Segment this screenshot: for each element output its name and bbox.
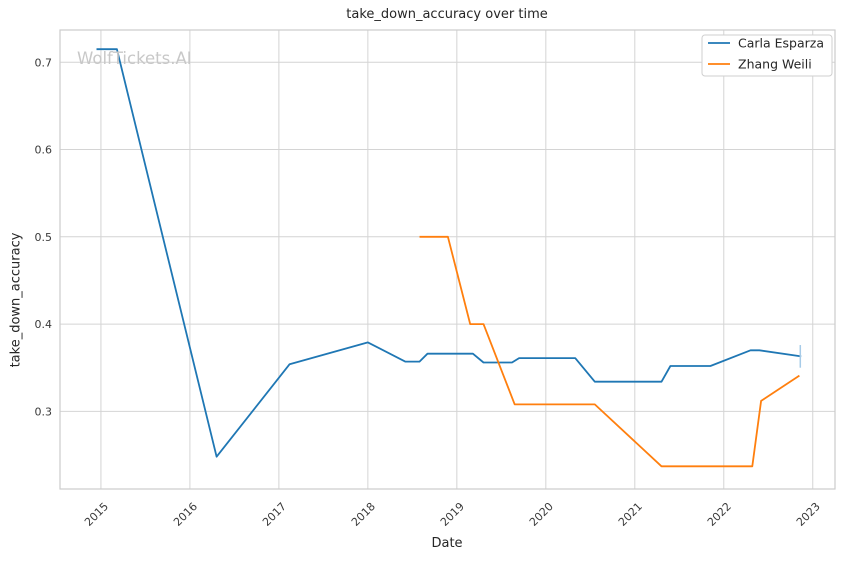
legend-box bbox=[701, 34, 833, 77]
watermark: WolfTickets.AI bbox=[77, 49, 192, 68]
x-tick-label: 2023 bbox=[794, 500, 823, 529]
x-axis-label: Date bbox=[431, 536, 463, 551]
y-tick-label: 0.6 bbox=[35, 144, 53, 157]
y-tick-label: 0.5 bbox=[35, 231, 53, 244]
chart-title: take_down_accuracy over time bbox=[346, 7, 548, 22]
x-tick-label: 2021 bbox=[616, 500, 645, 529]
legend-label: Carla Esparza bbox=[738, 36, 824, 51]
legend-label: Zhang Weili bbox=[738, 57, 812, 72]
y-axis-label: take_down_accuracy bbox=[8, 232, 24, 368]
y-tick-label: 0.7 bbox=[35, 56, 53, 69]
y-tick-label: 0.3 bbox=[35, 405, 53, 418]
x-tick-label: 2022 bbox=[705, 500, 734, 529]
y-tick-label: 0.4 bbox=[35, 318, 53, 331]
x-tick-label: 2020 bbox=[527, 500, 556, 529]
x-tick-label: 2017 bbox=[260, 500, 289, 529]
x-tick-label: 2018 bbox=[349, 500, 378, 529]
plot-border bbox=[59, 29, 836, 490]
plot-area bbox=[60, 30, 835, 489]
x-tick-label: 2015 bbox=[82, 500, 111, 529]
series-line-zhang-weili bbox=[419, 235, 800, 468]
x-tick-label: 2016 bbox=[171, 500, 200, 529]
x-tick-label: 2019 bbox=[438, 500, 467, 529]
